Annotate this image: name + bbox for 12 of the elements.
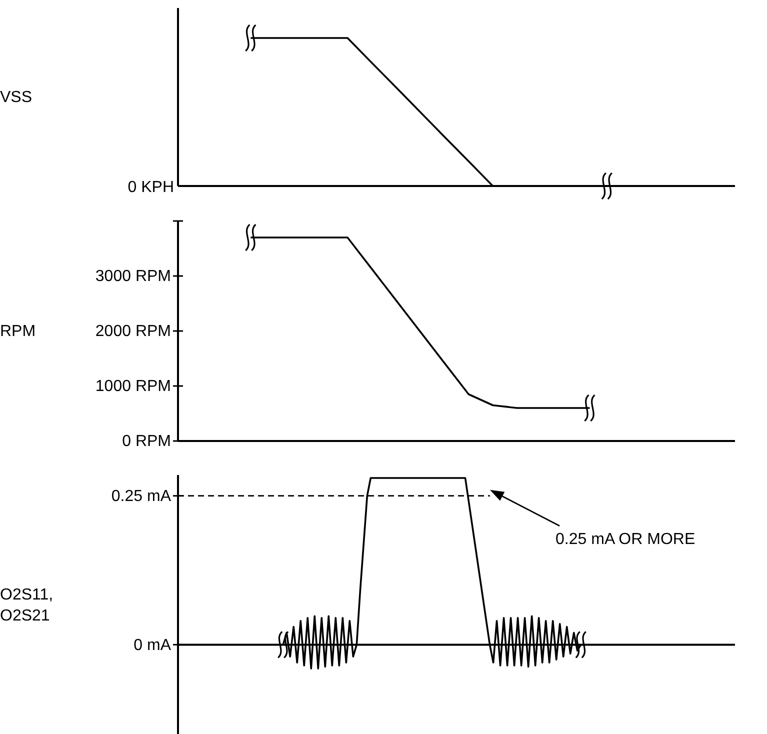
y-axis-title: O2S11, O2S21 — [0, 586, 54, 624]
text: 0 KPH — [128, 179, 174, 196]
y-tick-label: 1000 RPM — [95, 378, 171, 396]
annotation: 0.25 mA OR MORE — [556, 530, 696, 548]
y-tick-label: 2000 RPM — [95, 323, 171, 340]
y-tick-label: 0 mA — [134, 636, 172, 654]
y-tick-label: 0.25 mA — [111, 488, 172, 505]
y-axis-title: RPM — [0, 323, 36, 340]
y-axis-title: VSS — [0, 89, 32, 106]
y-tick-label: 3000 RPM — [95, 268, 171, 286]
y-tick-label: 0 RPM — [122, 433, 171, 450]
line-series — [250, 236, 591, 409]
